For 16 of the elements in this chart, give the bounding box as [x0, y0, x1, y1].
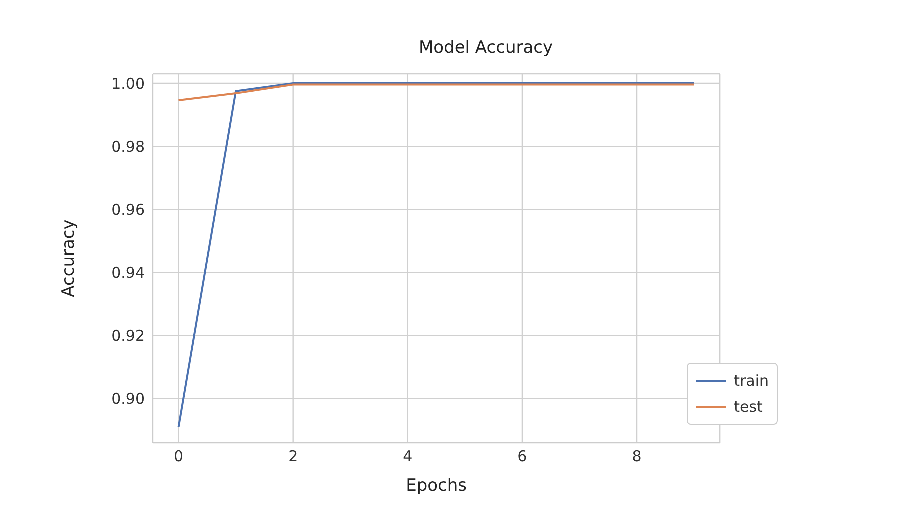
x-tick-label: 2 — [288, 448, 298, 466]
x-tick-label: 4 — [403, 448, 413, 466]
y-tick-label: 0.96 — [112, 200, 145, 219]
y-tick-label: 0.90 — [112, 390, 145, 408]
legend-label: test — [734, 397, 763, 418]
chart-title: Model Accuracy — [418, 38, 554, 58]
y-tick-label: 0.94 — [112, 264, 145, 282]
y-tick-label: 1.00 — [112, 74, 145, 93]
y-tick-label: 0.98 — [112, 138, 145, 156]
x-tick-label: 8 — [632, 448, 642, 466]
x-tick-label: 0 — [174, 448, 184, 466]
y-tick-label: 0.92 — [112, 327, 145, 346]
x-axis-title: Epochs — [406, 476, 468, 496]
x-tick-label: 6 — [518, 448, 528, 466]
y-axis-title: Accuracy — [59, 220, 80, 298]
legend-label: train — [734, 371, 769, 392]
